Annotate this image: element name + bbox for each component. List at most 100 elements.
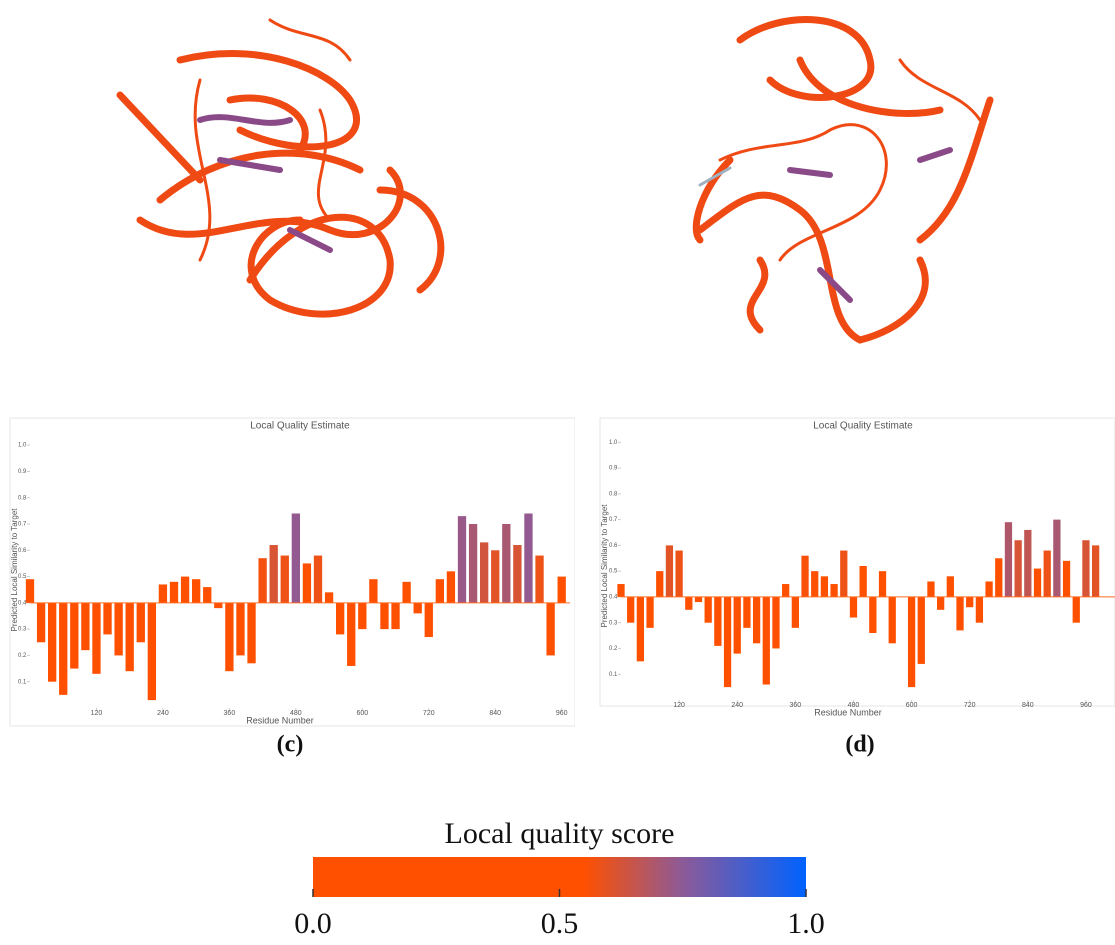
bar <box>148 603 156 700</box>
bar <box>753 597 760 643</box>
bar <box>1073 597 1080 623</box>
bar <box>181 577 189 603</box>
bar <box>675 551 682 597</box>
bar <box>617 584 624 597</box>
bar <box>1053 520 1060 597</box>
bar <box>801 556 808 597</box>
bar <box>480 542 488 602</box>
bar <box>782 584 789 597</box>
bar <box>763 597 770 685</box>
bar <box>879 571 886 597</box>
y-tick-label: 0.1 <box>609 672 618 678</box>
bar <box>236 603 244 656</box>
bar <box>918 597 925 664</box>
y-tick-label: 0.5 <box>609 569 618 575</box>
x-tick-label: 360 <box>224 710 236 717</box>
y-tick-label: 0.9 <box>18 469 27 475</box>
bar <box>743 597 750 628</box>
bar <box>458 516 466 603</box>
bar <box>414 603 422 614</box>
x-tick-label: 840 <box>1022 702 1034 709</box>
bar <box>336 603 344 635</box>
bar <box>850 597 857 618</box>
bar <box>447 571 455 603</box>
bar <box>995 558 1002 597</box>
bar <box>985 581 992 596</box>
y-tick-label: 0.8 <box>609 491 618 497</box>
x-tick-label: 240 <box>157 710 169 717</box>
x-tick-label: 960 <box>1080 702 1092 709</box>
bar <box>558 577 566 603</box>
y-tick-label: 0.2 <box>18 653 27 659</box>
bar <box>1063 561 1070 597</box>
colorbar-tick-label: 0.5 <box>541 907 579 940</box>
bar <box>869 597 876 633</box>
bar <box>137 603 145 642</box>
y-tick-label: 0.3 <box>609 620 618 626</box>
y-tick-label: 0.4 <box>18 600 27 606</box>
bar <box>811 571 818 597</box>
bar <box>258 558 266 603</box>
bar <box>695 597 702 602</box>
bar <box>908 597 915 687</box>
bar <box>830 584 837 597</box>
bar <box>126 603 134 671</box>
x-axis-label: Residue Number <box>814 707 882 717</box>
colorbar-tick-label: 0.0 <box>294 907 332 940</box>
bar <box>1024 530 1031 597</box>
y-tick-label: 0.3 <box>18 627 27 633</box>
bar <box>1005 522 1012 597</box>
y-axis-label: Predicted Local Similarity to Target <box>600 504 609 628</box>
bar <box>281 556 289 603</box>
bar <box>325 592 333 603</box>
bar <box>513 545 521 603</box>
bar <box>1015 540 1022 597</box>
bar <box>889 597 896 643</box>
bar <box>1044 551 1051 597</box>
bar <box>821 576 828 597</box>
bar <box>436 579 444 603</box>
bar <box>81 603 89 650</box>
bar <box>860 566 867 597</box>
bar <box>1082 540 1089 597</box>
bar <box>714 597 721 646</box>
bar <box>114 603 122 656</box>
bar <box>956 597 963 631</box>
chart-title: Local Quality Estimate <box>250 421 350 432</box>
x-tick-label: 600 <box>906 702 918 709</box>
bar <box>292 513 300 602</box>
bar <box>391 603 399 629</box>
bar <box>37 603 45 642</box>
bar <box>347 603 355 666</box>
bar <box>637 597 644 661</box>
bar <box>59 603 67 695</box>
bar <box>247 603 255 663</box>
bar <box>159 584 167 602</box>
bar <box>469 524 477 603</box>
bar <box>724 597 731 687</box>
colorbar-tick-label: 1.0 <box>787 907 825 940</box>
y-axis-label: Predicted Local Similarity to Target <box>10 508 19 632</box>
x-axis-label: Residue Number <box>246 715 314 725</box>
protein-structure-d <box>696 20 990 340</box>
bar <box>947 576 954 597</box>
bar <box>425 603 433 637</box>
x-tick-label: 120 <box>673 702 685 709</box>
bar <box>70 603 78 669</box>
y-tick-label: 0.8 <box>18 495 27 501</box>
bar <box>170 582 178 603</box>
bar <box>270 545 278 603</box>
bar <box>627 597 634 623</box>
bar <box>666 545 673 597</box>
bar <box>225 603 233 671</box>
bar <box>203 587 211 603</box>
bar <box>303 563 311 602</box>
bar <box>546 603 554 656</box>
bar <box>192 579 200 603</box>
chart-title: Local Quality Estimate <box>813 421 913 432</box>
page: {"chart_data": [ {"type": "bar", "title"… <box>0 0 1115 945</box>
y-tick-label: 0.1 <box>18 679 27 685</box>
x-tick-label: 120 <box>91 710 103 717</box>
bar <box>772 597 779 649</box>
